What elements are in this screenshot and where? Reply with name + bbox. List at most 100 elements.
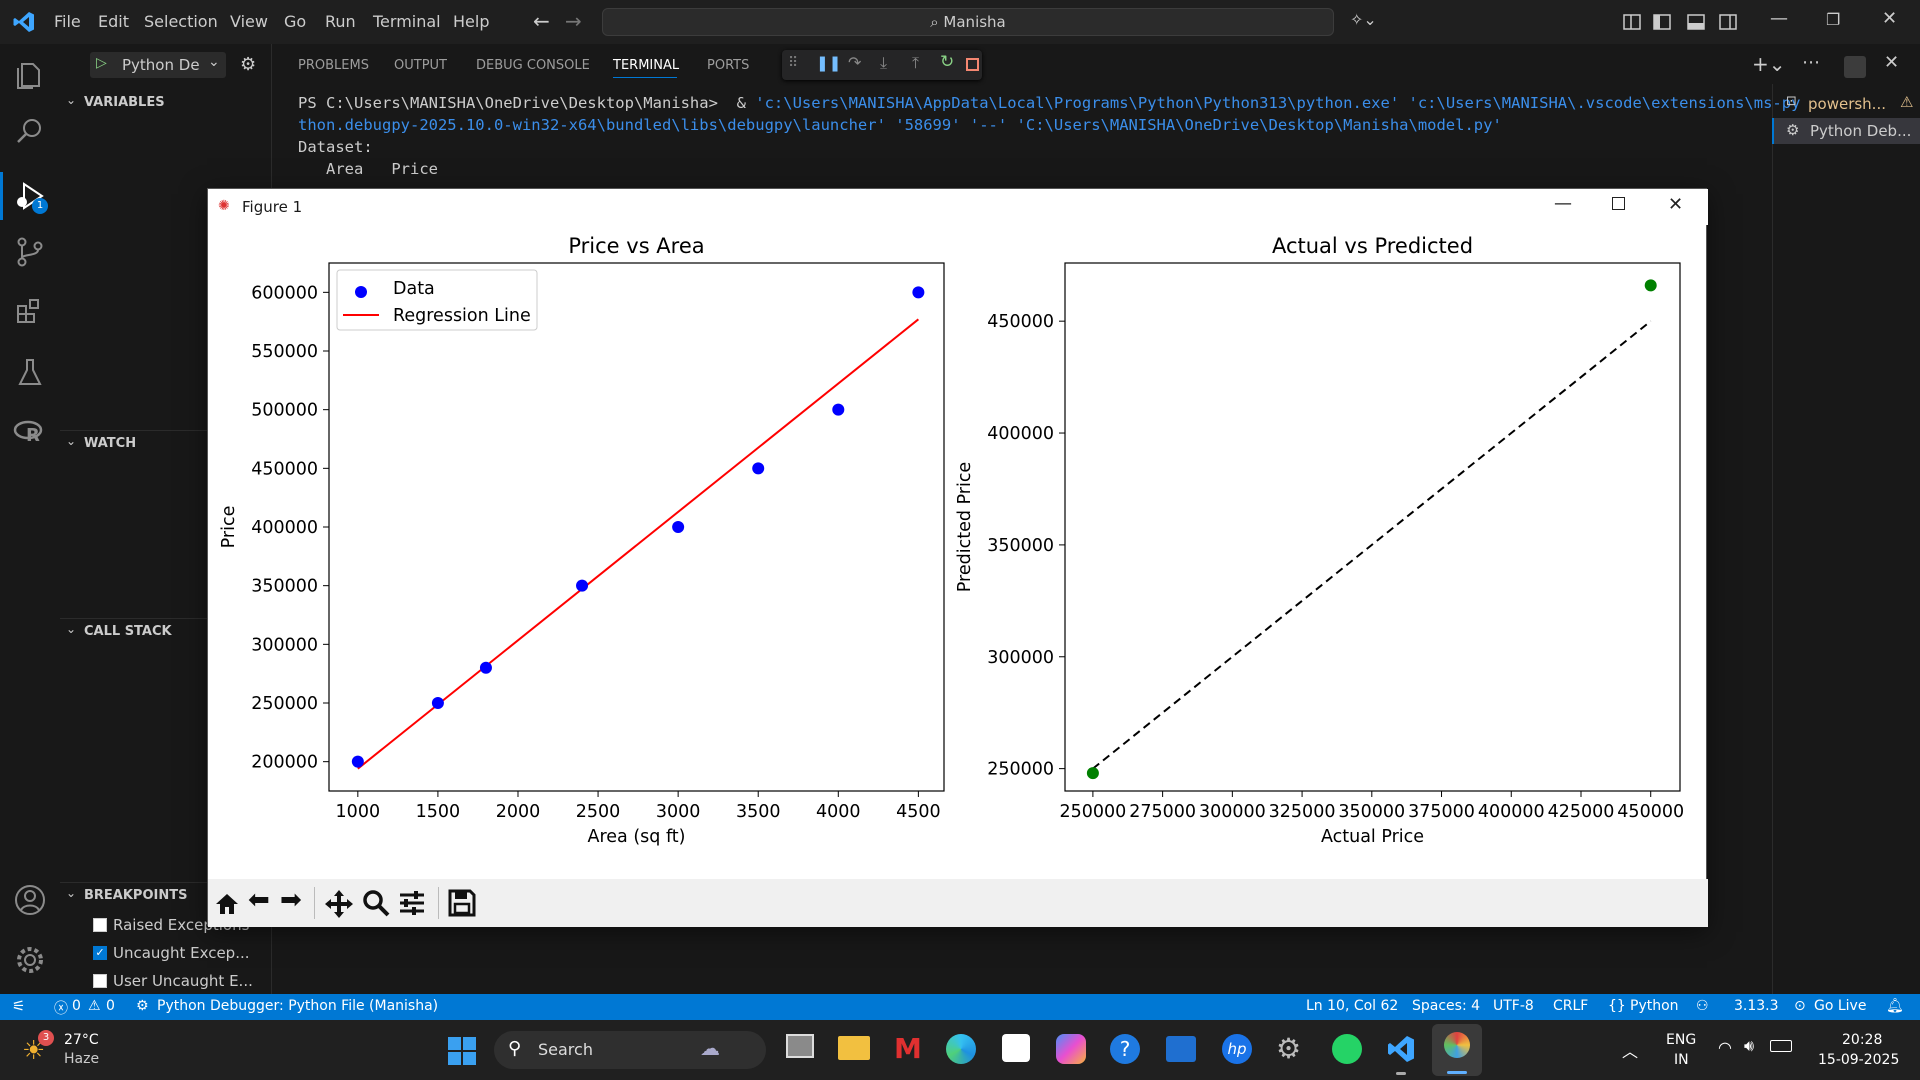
back-arrow-icon[interactable]: ←: [533, 9, 550, 33]
drag-handle-icon[interactable]: ⠿: [788, 55, 799, 71]
search-icon[interactable]: [12, 114, 48, 150]
new-terminal-icon[interactable]: +⌄: [1752, 52, 1786, 76]
close-icon[interactable]: ✕: [1668, 194, 1684, 215]
watch-header[interactable]: WATCH: [84, 436, 137, 451]
chevron-down-icon[interactable]: ⌄: [66, 886, 77, 900]
microsoft-store-icon[interactable]: [1002, 1034, 1030, 1062]
home-icon[interactable]: [214, 891, 240, 917]
tab-debug-console[interactable]: DEBUG CONSOLE: [476, 58, 590, 73]
vscode-taskbar-icon[interactable]: [1386, 1034, 1416, 1064]
language-eng[interactable]: ENG: [1666, 1032, 1697, 1048]
step-out-icon[interactable]: ⤒: [912, 53, 920, 72]
command-center-search[interactable]: ⌕ Manisha: [602, 8, 1334, 36]
notifications-bell-icon[interactable]: 🔔︎: [1886, 998, 1904, 1014]
menu-help[interactable]: Help: [453, 12, 490, 31]
tab-terminal[interactable]: TERMINAL: [613, 58, 680, 73]
edge-icon[interactable]: [946, 1034, 976, 1064]
tab-output[interactable]: OUTPUT: [394, 58, 447, 73]
stop-icon[interactable]: [966, 58, 979, 71]
golive-icon[interactable]: ⊙: [1794, 998, 1806, 1014]
chevron-down-icon[interactable]: ⌄: [66, 622, 77, 636]
start-debug-icon[interactable]: ▷: [96, 55, 107, 71]
taskbar-search[interactable]: ⚲ Search ☁: [494, 1031, 766, 1069]
debug-icon[interactable]: ⚙: [136, 998, 149, 1014]
warning-count[interactable]: 0: [106, 998, 115, 1014]
minimize-icon[interactable]: —: [1554, 193, 1572, 214]
close-panel-icon[interactable]: ✕: [1884, 52, 1900, 73]
remote-indicator[interactable]: ⚟: [0, 994, 40, 1020]
weather-widget[interactable]: ☀ 3 27°C Haze: [20, 1030, 140, 1072]
tab-ports[interactable]: PORTS: [707, 58, 750, 73]
forward-arrow-icon[interactable]: →: [565, 9, 582, 33]
pan-icon[interactable]: [324, 889, 354, 919]
encoding[interactable]: UTF-8: [1493, 998, 1534, 1014]
clock-date[interactable]: 15-09-2025: [1818, 1052, 1900, 1068]
restart-icon[interactable]: ↻: [940, 52, 955, 72]
mcafee-icon[interactable]: M: [894, 1032, 922, 1065]
menu-view[interactable]: View: [230, 12, 268, 31]
debug-session[interactable]: Python Debugger: Python File (Manisha): [157, 998, 439, 1014]
save-icon[interactable]: [448, 889, 476, 917]
language-region[interactable]: IN: [1674, 1052, 1689, 1068]
menu-edit[interactable]: Edit: [98, 12, 129, 31]
zoom-icon[interactable]: [362, 889, 390, 917]
language-mode[interactable]: Python: [1630, 998, 1679, 1014]
matplotlib-taskbar-button[interactable]: [1432, 1024, 1482, 1076]
tab-problems[interactable]: PROBLEMS: [298, 58, 369, 73]
menu-selection[interactable]: Selection: [144, 12, 218, 31]
testing-flask-icon[interactable]: [12, 354, 48, 390]
errors-icon[interactable]: ⓧ: [54, 1001, 68, 1017]
debug-config-select[interactable]: ▷ Python De ⌄: [90, 52, 226, 78]
terminal-list-item-python-debug[interactable]: ⚙ Python Deb...: [1772, 118, 1920, 144]
show-hidden-icons-icon[interactable]: ︿: [1622, 1042, 1639, 1061]
indentation[interactable]: Spaces: 4: [1412, 998, 1481, 1014]
copilot-icon[interactable]: ✧⌄: [1350, 10, 1377, 29]
maximize-panel-icon[interactable]: [1844, 56, 1866, 78]
manage-gear-icon[interactable]: [12, 942, 48, 978]
warning-icon[interactable]: ⚠: [88, 998, 101, 1014]
toggle-secondary-sidebar-icon[interactable]: [1718, 12, 1738, 32]
checkbox[interactable]: [93, 918, 107, 932]
menu-go[interactable]: Go: [284, 12, 307, 31]
toggle-panel-icon[interactable]: [1686, 12, 1706, 32]
file-explorer-icon[interactable]: [838, 1036, 870, 1060]
maximize-icon[interactable]: [1612, 197, 1625, 210]
clock-time[interactable]: 20:28: [1842, 1032, 1883, 1048]
restore-icon[interactable]: ❐: [1826, 10, 1841, 29]
call-stack-header[interactable]: CALL STACK: [84, 624, 172, 639]
back-arrow-icon[interactable]: ⬅: [248, 885, 270, 915]
windows-start-icon[interactable]: [447, 1036, 477, 1066]
toggle-sidebar-icon[interactable]: [1652, 12, 1672, 32]
task-view-icon[interactable]: [786, 1034, 814, 1058]
menu-terminal[interactable]: Terminal: [373, 12, 441, 31]
volume-icon[interactable]: 🔊︎: [1744, 1036, 1755, 1055]
r-language-icon[interactable]: R: [12, 414, 48, 450]
get-help-icon[interactable]: ?: [1110, 1034, 1140, 1064]
more-actions-icon[interactable]: ⋯: [1802, 52, 1820, 73]
step-into-icon[interactable]: ⤓: [880, 53, 888, 72]
account-icon[interactable]: [12, 882, 48, 918]
source-control-icon[interactable]: [12, 234, 48, 270]
line-ending[interactable]: CRLF: [1553, 998, 1589, 1014]
forward-arrow-icon[interactable]: ➡: [280, 885, 302, 915]
cursor-position[interactable]: Ln 10, Col 62: [1306, 998, 1399, 1014]
configure-subplots-icon[interactable]: [398, 889, 426, 917]
explorer-icon[interactable]: [12, 56, 48, 92]
breakpoints-header[interactable]: BREAKPOINTS: [84, 888, 188, 903]
debug-settings-gear-icon[interactable]: ⚙: [240, 54, 257, 75]
outlook-icon[interactable]: [1166, 1036, 1196, 1062]
terminal-list-item-powershell[interactable]: ⊡ powersh... ⚠: [1782, 92, 1920, 116]
wifi-icon[interactable]: ◠: [1718, 1038, 1732, 1057]
error-count[interactable]: 0: [72, 998, 81, 1014]
extensions-icon[interactable]: [12, 294, 48, 330]
variables-header[interactable]: VARIABLES: [84, 95, 165, 110]
chevron-down-icon[interactable]: ⌄: [66, 434, 77, 448]
hp-icon[interactable]: hp: [1222, 1034, 1252, 1064]
customize-layout-icon[interactable]: [1622, 12, 1642, 32]
copilot-icon[interactable]: [1056, 1034, 1086, 1064]
step-over-icon[interactable]: ↷: [848, 53, 862, 72]
checkbox-checked[interactable]: ✓: [93, 946, 107, 960]
python-version[interactable]: 3.13.3: [1734, 998, 1779, 1014]
language-icon[interactable]: {}: [1608, 998, 1626, 1014]
minimize-icon[interactable]: —: [1770, 8, 1788, 29]
